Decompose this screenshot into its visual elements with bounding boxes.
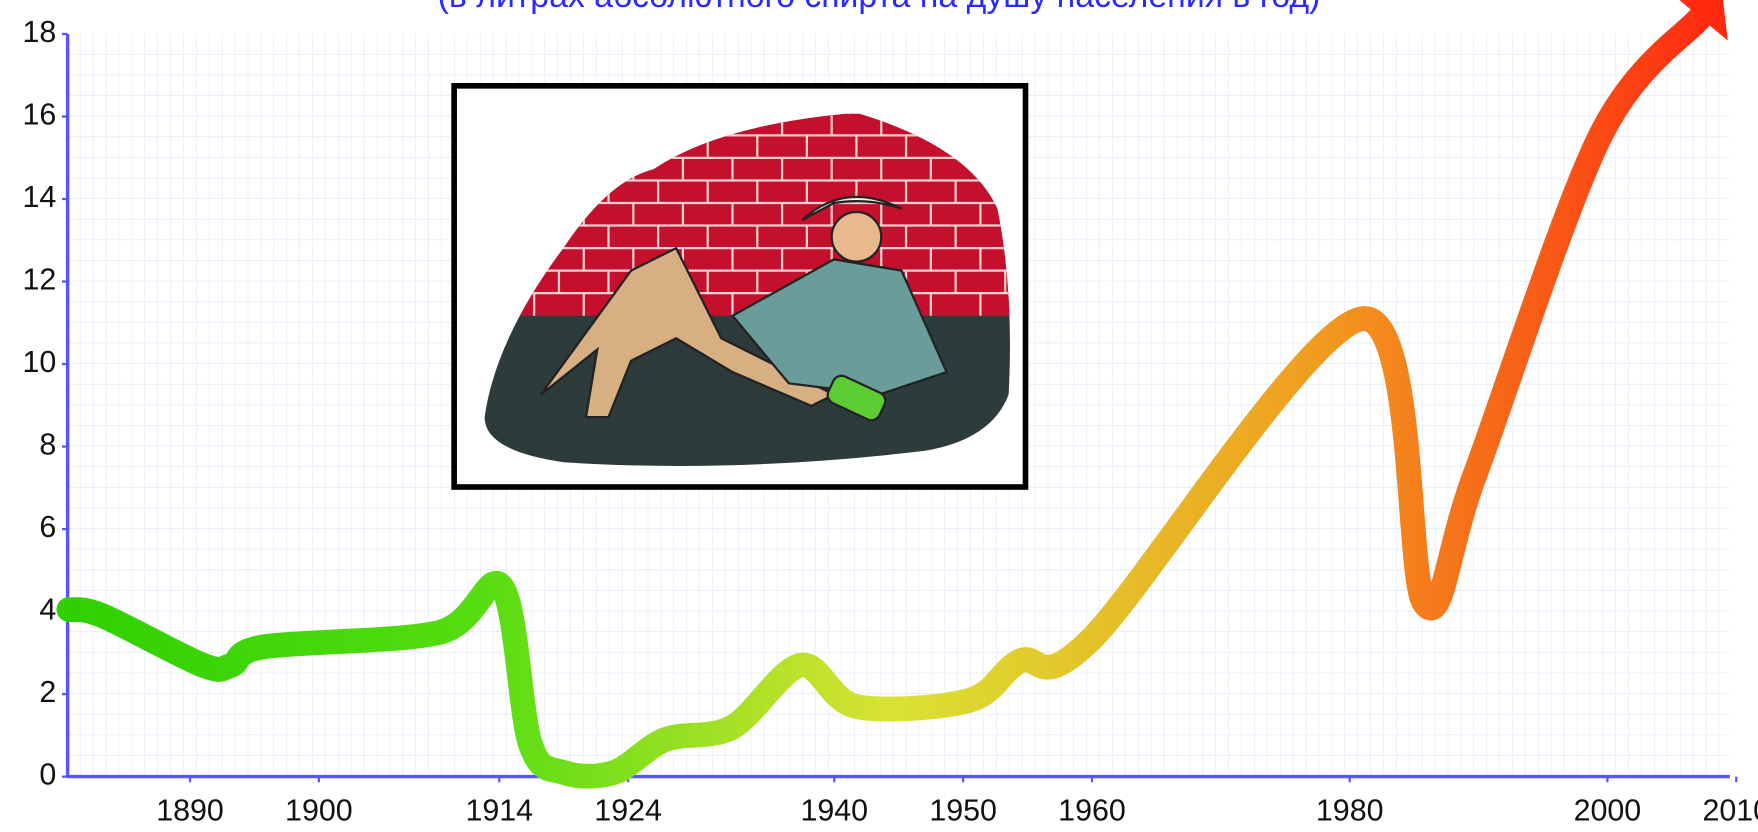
y-tick-label: 4 bbox=[39, 593, 56, 627]
x-tick-label: 1940 bbox=[800, 794, 868, 828]
y-tick-label: 16 bbox=[23, 98, 57, 132]
x-tick-label: 1960 bbox=[1058, 794, 1126, 828]
x-tick-label: 2000 bbox=[1574, 794, 1642, 828]
x-tick-label: 1950 bbox=[929, 794, 997, 828]
chart: (в литрах абсолютного спирта на душу нас… bbox=[0, 0, 1758, 832]
x-tick-label: 1900 bbox=[285, 794, 353, 828]
y-tick-label: 12 bbox=[23, 263, 57, 297]
x-tick-label: 1890 bbox=[156, 794, 224, 828]
illustration bbox=[454, 86, 1025, 487]
x-tick-label: 1980 bbox=[1316, 794, 1384, 828]
y-tick-label: 10 bbox=[23, 345, 57, 379]
chart-subtitle: (в литрах абсолютного спирта на душу нас… bbox=[438, 0, 1321, 15]
y-tick-label: 14 bbox=[23, 180, 57, 214]
y-tick-label: 8 bbox=[39, 428, 56, 462]
y-tick-label: 6 bbox=[39, 510, 56, 544]
y-tick-label: 2 bbox=[39, 675, 56, 709]
y-tick-label: 0 bbox=[39, 758, 56, 792]
x-tick-label: 1924 bbox=[594, 794, 662, 828]
y-tick-label: 18 bbox=[23, 15, 57, 49]
page: {"chart_data": {"type": "line", "subtitl… bbox=[0, 0, 1758, 832]
x-tick-label: 2010 bbox=[1702, 794, 1758, 828]
x-tick-label: 1914 bbox=[465, 794, 533, 828]
